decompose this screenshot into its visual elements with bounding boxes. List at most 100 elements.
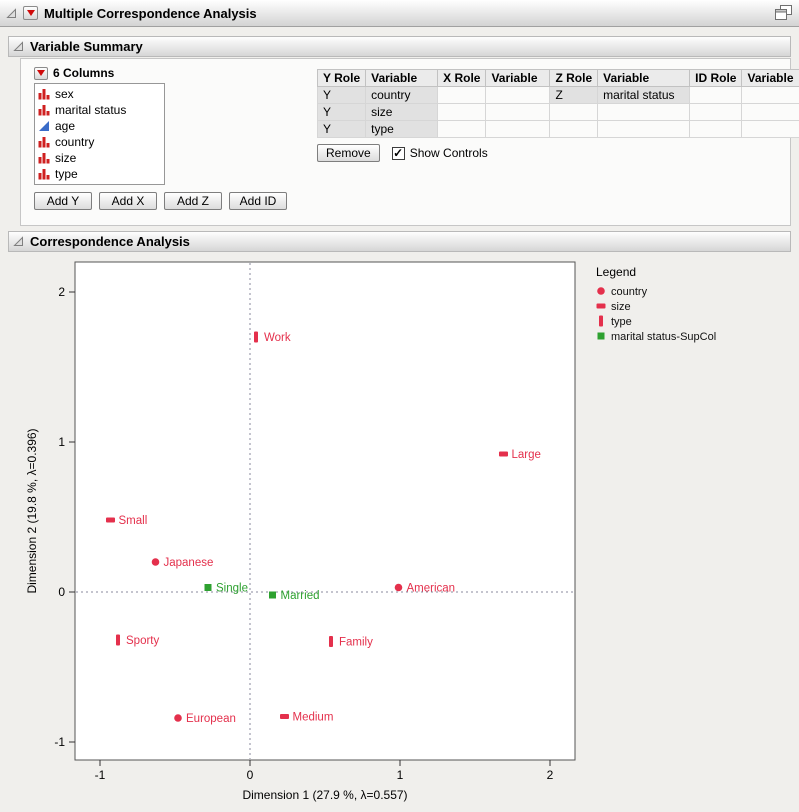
- add-x-button[interactable]: Add X: [99, 192, 157, 210]
- hbar-marker: [106, 517, 116, 523]
- vbar-marker: [116, 634, 121, 646]
- roles-header-3: Variable: [485, 69, 551, 87]
- role-cell[interactable]: size: [365, 103, 439, 121]
- hbar-marker: [596, 303, 606, 309]
- column-item-marital-status[interactable]: marital status: [35, 102, 164, 118]
- remove-button[interactable]: Remove: [317, 144, 380, 162]
- add-y-button[interactable]: Add Y: [34, 192, 92, 210]
- point-medium[interactable]: Medium: [280, 712, 333, 724]
- point-label[interactable]: Married: [281, 590, 320, 602]
- square-marker: [204, 584, 212, 591]
- column-label: country: [55, 135, 95, 149]
- vbar-marker: [599, 315, 603, 327]
- red-triangle-icon: [26, 10, 35, 16]
- role-cell: [597, 120, 691, 138]
- role-cell[interactable]: country: [365, 86, 439, 104]
- x-tick-label: 0: [247, 768, 254, 782]
- point-label[interactable]: European: [186, 713, 236, 725]
- column-label: sex: [55, 87, 74, 101]
- point-family[interactable]: Family: [328, 636, 373, 649]
- x-axis-label[interactable]: Dimension 1 (27.9 %, λ=0.557): [242, 788, 407, 802]
- roles-header-4: Z Role: [549, 69, 599, 87]
- variable-summary-title: Variable Summary: [30, 39, 143, 54]
- column-label: age: [55, 119, 76, 133]
- circle-marker: [597, 287, 605, 295]
- roles-header-6: ID Role: [689, 69, 743, 87]
- section-header-correspondence-analysis: Correspondence Analysis: [8, 231, 791, 252]
- point-american[interactable]: American: [394, 583, 455, 595]
- legend-title: Legend: [596, 265, 636, 279]
- role-cell[interactable]: type: [365, 120, 439, 138]
- point-label[interactable]: Japanese: [164, 557, 214, 569]
- point-japanese[interactable]: Japanese: [151, 557, 214, 569]
- red-triangle-menu-button[interactable]: [34, 66, 48, 80]
- legend-entry-label: type: [611, 316, 632, 328]
- point-label[interactable]: Sporty: [126, 635, 159, 647]
- red-triangle-menu-button[interactable]: [23, 6, 38, 20]
- roles-actions: Remove ✓ Show Controls: [317, 144, 799, 162]
- point-single[interactable]: Single: [204, 583, 248, 595]
- role-cell: [485, 86, 551, 104]
- role-cell[interactable]: marital status: [597, 86, 691, 104]
- role-cell: [741, 86, 799, 104]
- legend-entry-size[interactable]: size: [596, 301, 631, 313]
- y-axis-label[interactable]: Dimension 2 (19.8 %, λ=0.396): [25, 428, 39, 593]
- show-controls-checkbox[interactable]: ✓: [391, 146, 405, 160]
- disclosure-open-icon[interactable]: [13, 236, 24, 247]
- role-cell: [485, 120, 551, 138]
- legend-entry-country[interactable]: country: [597, 286, 648, 298]
- columns-panel: 6 Columns sex marital status age country siz…: [34, 66, 287, 210]
- role-cell[interactable]: Y: [316, 103, 367, 121]
- point-label[interactable]: Large: [511, 449, 540, 461]
- legend-entry-type[interactable]: type: [599, 315, 632, 329]
- point-work[interactable]: Work: [254, 331, 291, 345]
- legend-entry-marital-status-supcol[interactable]: marital status-SupCol: [597, 331, 717, 343]
- role-cell: [597, 103, 691, 121]
- role-cell: [437, 120, 487, 138]
- y-tick-label: 0: [58, 585, 65, 599]
- column-item-age[interactable]: age: [35, 118, 164, 134]
- column-item-country[interactable]: country: [35, 134, 164, 150]
- point-label[interactable]: Work: [264, 332, 291, 344]
- hbar-marker: [280, 714, 290, 719]
- disclosure-open-icon[interactable]: [13, 41, 24, 52]
- window-layout-icon[interactable]: [775, 5, 792, 23]
- column-item-type[interactable]: type: [35, 166, 164, 182]
- show-controls-label[interactable]: Show Controls: [409, 146, 488, 160]
- point-label[interactable]: Medium: [293, 712, 334, 724]
- square-marker: [269, 591, 277, 599]
- circle-marker: [151, 558, 160, 566]
- role-cell[interactable]: Y: [316, 120, 367, 138]
- role-cell: [689, 86, 743, 104]
- point-married[interactable]: Married: [269, 590, 319, 602]
- roles-header-7: Variable: [741, 69, 799, 87]
- point-label[interactable]: American: [406, 583, 455, 595]
- legend-entry-label: size: [611, 301, 631, 313]
- column-item-sex[interactable]: sex: [35, 86, 164, 102]
- circle-marker: [174, 714, 182, 722]
- columns-count-label: 6 Columns: [53, 66, 115, 80]
- nominal-icon: [38, 104, 50, 116]
- role-cell[interactable]: Z: [549, 86, 599, 104]
- point-small[interactable]: Small: [106, 515, 147, 527]
- role-cell[interactable]: Y: [316, 86, 367, 104]
- point-label[interactable]: Small: [119, 515, 148, 527]
- report-title: Multiple Correspondence Analysis: [44, 5, 257, 21]
- disclosure-open-icon[interactable]: [6, 7, 17, 19]
- x-tick-label: 1: [397, 768, 404, 782]
- add-buttons: Add Y Add X Add Z Add ID: [34, 192, 287, 210]
- correspondence-plot: -1 0 1 2 -1 0 1 2 Dimension 1 (27.9 %, λ=0.557) D…: [25, 261, 717, 802]
- column-item-size[interactable]: size: [35, 150, 164, 166]
- point-large[interactable]: Large: [498, 449, 541, 461]
- add-id-button[interactable]: Add ID: [229, 192, 287, 210]
- roles-header-1: Variable: [365, 69, 439, 87]
- column-label: type: [55, 167, 78, 181]
- add-z-button[interactable]: Add Z: [164, 192, 222, 210]
- point-label[interactable]: Single: [216, 583, 248, 595]
- vbar-marker: [254, 331, 259, 343]
- point-european[interactable]: European: [174, 713, 236, 725]
- point-sporty[interactable]: Sporty: [116, 634, 159, 648]
- point-label[interactable]: Family: [339, 637, 373, 649]
